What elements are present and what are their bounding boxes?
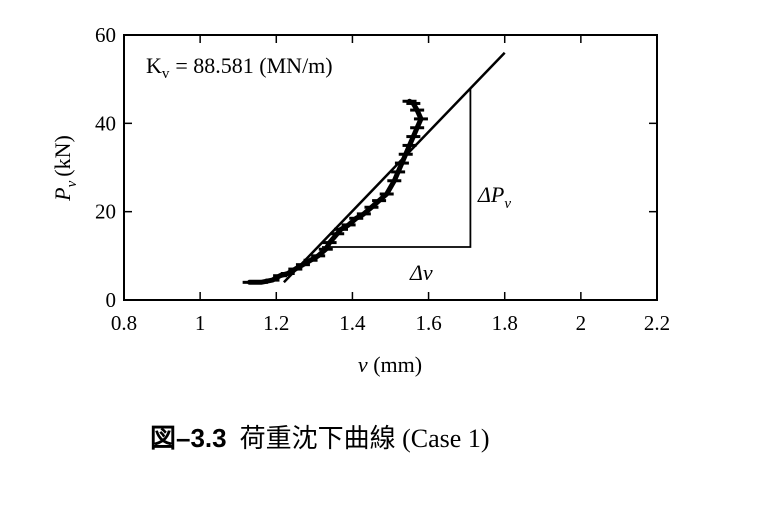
fitted-line <box>282 51 506 284</box>
y-tick-label: 40 <box>95 111 116 135</box>
x-tick-label: 1.2 <box>263 311 289 335</box>
caption-number: –3.3 <box>176 423 227 453</box>
measured-curve <box>247 98 424 285</box>
x-tick-label: 1.6 <box>415 311 441 335</box>
figure-caption: 図–3.3 荷重沈下曲線 (Case 1) <box>150 418 489 455</box>
y-tick-label: 0 <box>106 288 117 312</box>
delta-v-label: Δv <box>409 260 433 285</box>
x-tick-label: 1.8 <box>492 311 518 335</box>
plot-frame <box>123 34 658 301</box>
caption-prefix: 図 <box>150 423 177 453</box>
x-tick-label: 0.8 <box>111 311 137 335</box>
load-settlement-chart: 0.8 1 1.2 1.4 1.6 1.8 2 2.2 0 20 40 60 v (mm) Pv(kN… <box>50 23 670 377</box>
slope-triangle <box>322 88 472 248</box>
x-tick-label: 2.2 <box>644 311 670 335</box>
y-tick-label: 60 <box>95 23 116 47</box>
delta-p-label: ΔPv <box>477 182 511 212</box>
x-tick-label: 1 <box>195 311 206 335</box>
axis-ticks: 0.8 1 1.2 1.4 1.6 1.8 2 2.2 0 20 40 60 <box>95 23 670 335</box>
caption-text: 荷重沈下曲線 (Case 1) <box>239 424 490 453</box>
y-tick-label: 20 <box>95 200 116 224</box>
y-axis-title: Pv(kN) <box>50 135 80 202</box>
x-tick-label: 2 <box>576 311 587 335</box>
stiffness-annotation: Kv = 88.581 (MN/m) <box>146 53 333 82</box>
x-axis-title: v (mm) <box>358 352 422 377</box>
series-layer <box>242 51 506 285</box>
x-tick-label: 1.4 <box>339 311 366 335</box>
